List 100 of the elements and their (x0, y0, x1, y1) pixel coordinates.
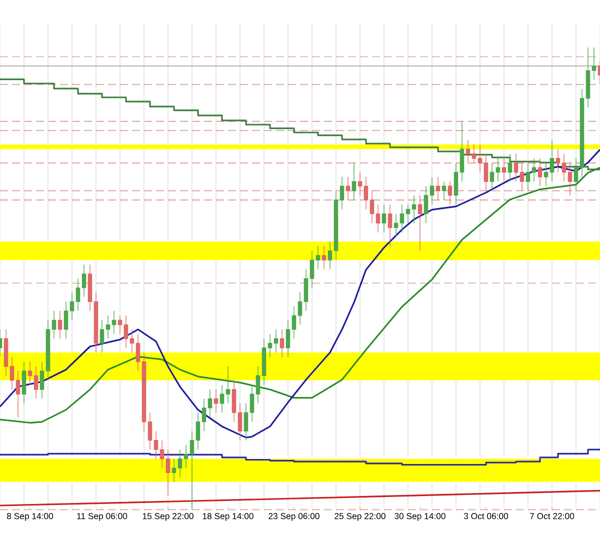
candlestick (256, 366, 260, 404)
candlestick (208, 389, 212, 418)
candlestick (274, 329, 278, 353)
candlestick (220, 384, 224, 413)
x-tick-label: 7 Oct 22:00 (530, 513, 574, 520)
candlestick (118, 315, 122, 334)
candlestick (322, 246, 326, 270)
candlestick (574, 158, 578, 192)
candlestick (460, 121, 464, 182)
candlestick (166, 449, 170, 496)
candlestick (94, 292, 98, 353)
candlestick (562, 153, 566, 182)
candlestick (394, 214, 398, 238)
candlestick (376, 204, 380, 233)
candlestick (178, 449, 182, 478)
candlestick (364, 176, 368, 210)
candlestick (280, 329, 284, 358)
candlestick (148, 412, 152, 450)
candlestick (28, 361, 32, 386)
candlestick (10, 356, 14, 390)
candlestick (268, 334, 272, 358)
candlestick (496, 158, 500, 182)
candlestick (22, 361, 26, 404)
candlestick (388, 204, 392, 247)
x-tick-label: 8 Sep 14:00 (7, 513, 54, 521)
candlestick (202, 398, 206, 432)
candlestick (88, 264, 92, 312)
candlestick (304, 268, 308, 312)
candlestick (196, 412, 200, 450)
candlestick (4, 329, 8, 376)
candlestick (100, 320, 104, 353)
x-tick-label: 11 Sep 06:00 (77, 513, 128, 521)
x-tick-label: 25 Sep 22:00 (334, 513, 386, 521)
candlestick (214, 389, 218, 413)
candlestick (262, 338, 266, 386)
candlestick (58, 310, 62, 339)
candlestick (184, 444, 188, 468)
candlestick (514, 153, 518, 182)
candlestick (520, 162, 524, 192)
candlestick (544, 162, 548, 186)
candlestick (40, 361, 44, 400)
x-tick-label: 15 Sep 22:00 (142, 513, 194, 521)
candlestick (346, 176, 350, 200)
candlestick (64, 301, 68, 339)
candlestick (448, 181, 452, 205)
candlestick (556, 148, 560, 173)
candlestick (538, 158, 542, 186)
candlestick (160, 440, 164, 468)
candlestick (232, 380, 236, 422)
candlestick (454, 162, 458, 205)
candlestick (418, 195, 422, 252)
candlestick (580, 88, 584, 178)
candlestick (400, 204, 404, 233)
candlestick (412, 195, 416, 224)
candlestick (406, 204, 410, 224)
candlestick (16, 370, 20, 418)
candlestick (136, 334, 140, 372)
candlestick (328, 241, 332, 270)
candlestick (154, 430, 158, 460)
candlestick (52, 310, 56, 339)
candlestick (472, 144, 476, 164)
candlestick (478, 144, 482, 173)
candlestick (424, 186, 428, 224)
candlestick (334, 190, 338, 260)
candlestick (124, 315, 128, 348)
candlestick (568, 162, 572, 196)
candlestick (106, 315, 110, 339)
candlestick (226, 366, 230, 404)
candlestick (466, 140, 470, 164)
candlestick (352, 162, 356, 200)
x-tick-label: 18 Sep 14:00 (202, 513, 254, 521)
candlestick (238, 403, 242, 441)
candlestick (112, 310, 116, 334)
candlestick (532, 158, 536, 182)
x-tick-label: 3 Oct 06:00 (464, 513, 508, 520)
candlestick (502, 158, 506, 182)
candlestick (550, 140, 554, 182)
candlestick (586, 47, 590, 108)
candlestick (286, 320, 290, 358)
candlestick (310, 250, 314, 288)
candlestick (526, 162, 530, 192)
candlestick (130, 329, 134, 353)
candlestick (82, 264, 86, 298)
candlestick (370, 190, 374, 224)
candlestick (490, 162, 494, 192)
candlestick (250, 384, 254, 422)
candlestick (340, 176, 344, 210)
candlestick (358, 172, 362, 196)
candlestick (508, 153, 512, 182)
candlestick (70, 292, 74, 320)
x-tick-label: 23 Sep 06:00 (268, 513, 320, 521)
candlestick (316, 246, 320, 270)
candlestick (142, 352, 146, 432)
candlestick (382, 204, 386, 233)
candlestick (430, 176, 434, 205)
candlestick (442, 181, 446, 200)
candlestick (46, 320, 50, 381)
candlestick (292, 306, 296, 339)
candlestick (76, 278, 80, 312)
candlestick (190, 430, 194, 510)
